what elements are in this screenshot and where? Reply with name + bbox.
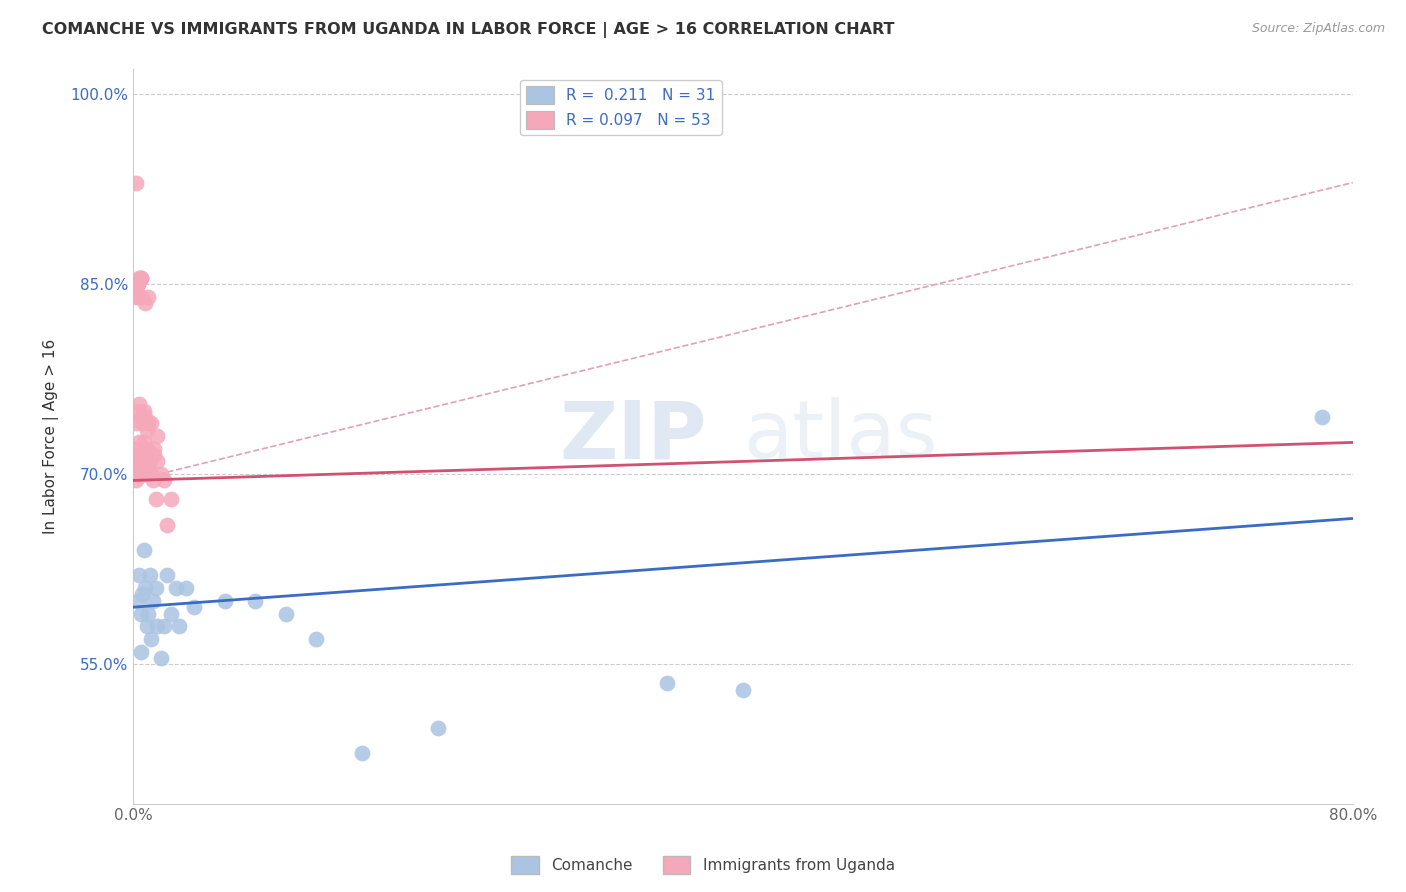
Legend: Comanche, Immigrants from Uganda: Comanche, Immigrants from Uganda — [505, 850, 901, 880]
Point — [129, 270, 152, 285]
Point — [124, 467, 146, 481]
Point — [145, 581, 167, 595]
Point — [132, 403, 155, 417]
Point — [142, 474, 165, 488]
Point — [135, 423, 157, 437]
Point — [135, 619, 157, 633]
Point — [141, 632, 163, 646]
Point — [135, 442, 157, 456]
Point — [427, 721, 450, 735]
Point — [142, 594, 165, 608]
Text: atlas: atlas — [742, 397, 938, 475]
Legend: R =  0.211   N = 31, R = 0.097   N = 53: R = 0.211 N = 31, R = 0.097 N = 53 — [520, 80, 721, 135]
Point — [138, 607, 160, 621]
Point — [125, 474, 148, 488]
Point — [145, 492, 167, 507]
Point — [143, 448, 166, 462]
Point — [125, 176, 148, 190]
Text: Source: ZipAtlas.com: Source: ZipAtlas.com — [1251, 22, 1385, 36]
Point — [127, 277, 149, 291]
Point — [125, 454, 148, 468]
Point — [146, 429, 169, 443]
Point — [156, 517, 179, 532]
Point — [129, 454, 152, 468]
Point — [128, 435, 150, 450]
Point — [146, 454, 169, 468]
Point — [143, 442, 166, 456]
Point — [134, 410, 156, 425]
Point — [655, 676, 678, 690]
Point — [134, 442, 156, 456]
Point — [127, 403, 149, 417]
Point — [129, 644, 152, 658]
Point — [141, 417, 163, 431]
Point — [131, 417, 153, 431]
Point — [134, 581, 156, 595]
Point — [132, 543, 155, 558]
Point — [138, 290, 160, 304]
Point — [127, 460, 149, 475]
Point — [139, 568, 162, 582]
Point — [214, 594, 236, 608]
Point — [176, 581, 198, 595]
Point — [1310, 410, 1333, 425]
Point — [165, 581, 187, 595]
Point — [183, 600, 205, 615]
Point — [132, 454, 155, 468]
Point — [134, 296, 156, 310]
Point — [160, 607, 183, 621]
Point — [141, 467, 163, 481]
Point — [146, 619, 169, 633]
Point — [124, 442, 146, 456]
Point — [131, 587, 153, 601]
Point — [131, 467, 153, 481]
Point — [132, 435, 155, 450]
Y-axis label: In Labor Force | Age > 16: In Labor Force | Age > 16 — [44, 338, 59, 533]
Point — [127, 594, 149, 608]
Text: ZIP: ZIP — [560, 397, 706, 475]
Point — [149, 467, 172, 481]
Point — [139, 454, 162, 468]
Point — [138, 460, 160, 475]
Point — [167, 619, 190, 633]
Point — [127, 277, 149, 291]
Point — [152, 619, 174, 633]
Point — [129, 607, 152, 621]
Point — [131, 290, 153, 304]
Point — [156, 568, 179, 582]
Point — [131, 448, 153, 462]
Point — [305, 632, 328, 646]
Point — [350, 746, 373, 760]
Point — [128, 568, 150, 582]
Point — [128, 397, 150, 411]
Point — [243, 594, 266, 608]
Point — [160, 492, 183, 507]
Point — [138, 448, 160, 462]
Point — [135, 454, 157, 468]
Point — [128, 467, 150, 481]
Point — [129, 410, 152, 425]
Point — [129, 270, 152, 285]
Point — [138, 417, 160, 431]
Point — [134, 467, 156, 481]
Text: COMANCHE VS IMMIGRANTS FROM UGANDA IN LABOR FORCE | AGE > 16 CORRELATION CHART: COMANCHE VS IMMIGRANTS FROM UGANDA IN LA… — [42, 22, 894, 38]
Point — [274, 607, 297, 621]
Point — [152, 474, 174, 488]
Point — [149, 651, 172, 665]
Point — [125, 417, 148, 431]
Point — [125, 290, 148, 304]
Point — [127, 448, 149, 462]
Point — [731, 682, 754, 697]
Point — [129, 448, 152, 462]
Point — [128, 270, 150, 285]
Point — [128, 290, 150, 304]
